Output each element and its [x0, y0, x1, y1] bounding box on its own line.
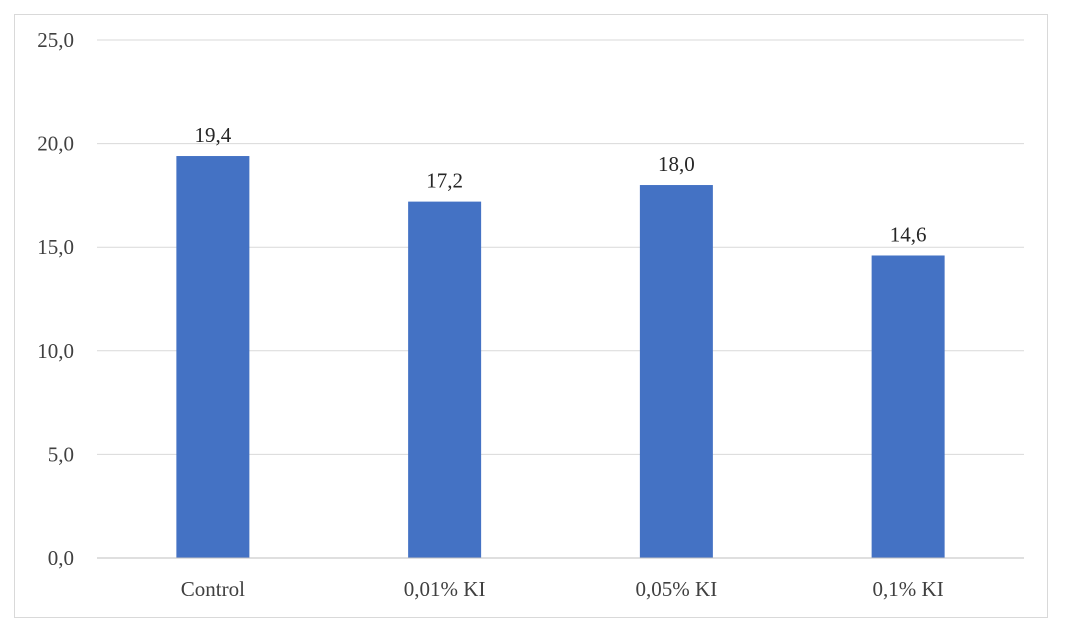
- data-label: 17,2: [426, 169, 463, 193]
- y-tick-label: 25,0: [37, 28, 74, 52]
- x-category-label: 0,01% KI: [404, 577, 486, 601]
- y-tick-label: 15,0: [37, 235, 74, 259]
- bar: [871, 255, 945, 558]
- x-category-label: Control: [181, 577, 245, 601]
- y-tick-label: 0,0: [48, 546, 74, 570]
- data-label: 14,6: [890, 222, 927, 246]
- data-labels: 19,4 17,2 18,0 14,6: [195, 123, 927, 246]
- y-axis-tick-labels: 0,0 5,0 10,0 15,0 20,0 25,0: [37, 28, 74, 570]
- bar: [639, 185, 713, 559]
- bars: [176, 156, 945, 559]
- gridlines: [97, 39, 1024, 455]
- data-label: 18,0: [658, 152, 695, 176]
- y-tick-label: 20,0: [37, 132, 74, 156]
- data-label: 19,4: [195, 123, 232, 147]
- x-category-label: 0,05% KI: [636, 577, 718, 601]
- bar: [176, 156, 250, 559]
- y-tick-label: 5,0: [48, 442, 74, 466]
- x-category-label: 0,1% KI: [873, 577, 944, 601]
- x-axis-category-labels: Control 0,01% KI 0,05% KI 0,1% KI: [181, 577, 944, 601]
- bar: [408, 201, 482, 558]
- y-tick-label: 10,0: [37, 339, 74, 363]
